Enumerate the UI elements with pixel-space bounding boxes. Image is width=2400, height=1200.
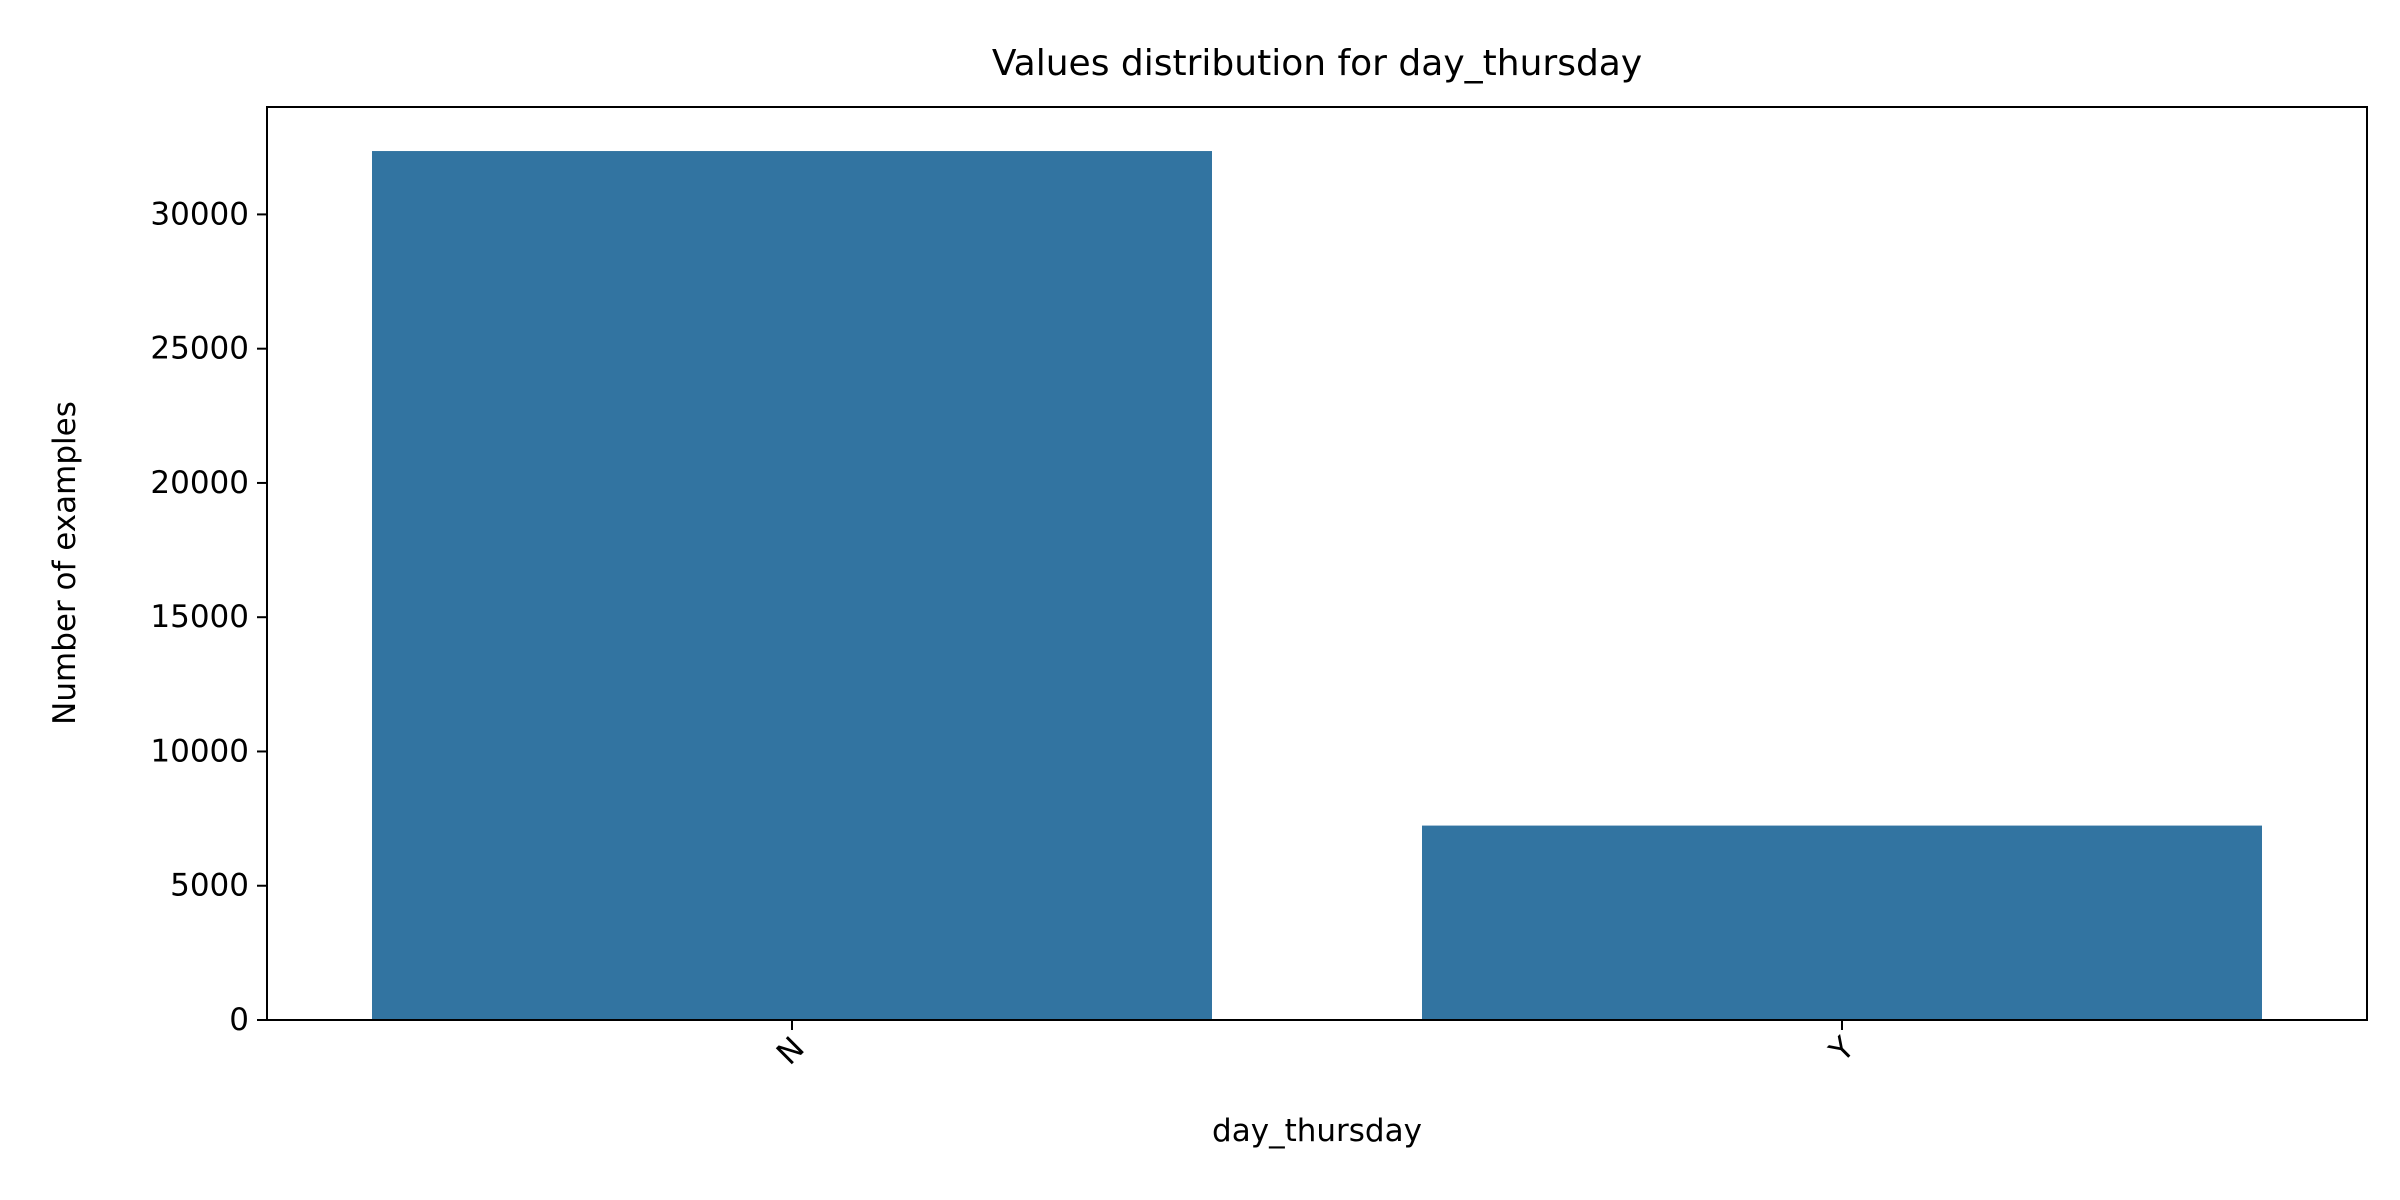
y-tick-label: 30000	[150, 196, 249, 232]
bar-n	[372, 151, 1212, 1020]
bar-y	[1422, 825, 2262, 1020]
y-axis-label: Number of examples	[47, 401, 83, 725]
x-axis-label: day_thursday	[1212, 1113, 1422, 1149]
y-tick-label: 20000	[150, 465, 249, 501]
chart-title: Values distribution for day_thursday	[992, 43, 1642, 84]
y-tick-label: 15000	[150, 599, 249, 635]
y-tick-label: 5000	[170, 868, 249, 904]
y-tick-label: 10000	[150, 733, 249, 769]
y-axis-ticks: 0 5000 10000 15000 20000 25000 30000	[150, 196, 267, 1038]
y-tick-label: 25000	[150, 331, 249, 367]
plot-frame	[266, 106, 2368, 1021]
y-tick-label: 0	[229, 1002, 249, 1038]
bars-group	[372, 151, 2262, 1020]
